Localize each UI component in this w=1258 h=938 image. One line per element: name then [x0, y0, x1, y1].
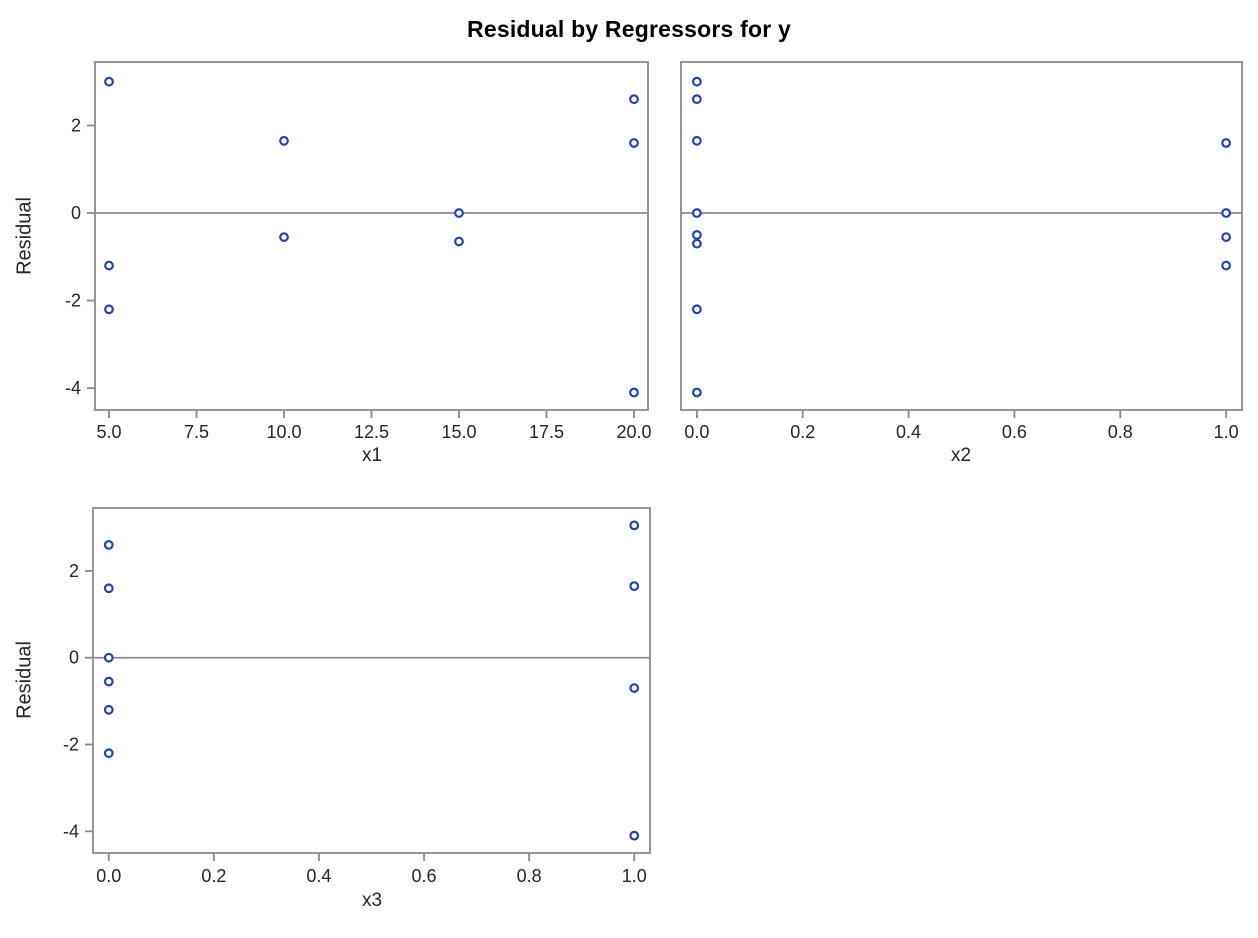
y-axis-label-bottom: Residual — [13, 641, 36, 719]
data-point — [691, 135, 702, 146]
x-tick-label: 7.5 — [184, 422, 209, 442]
x-tick-label: 0.6 — [412, 866, 437, 886]
x-tick-label: 1.0 — [622, 866, 647, 886]
data-point — [103, 583, 114, 594]
panel-x2: 0.0 0.2 0.4 0.6 0.8 1.0 — [680, 61, 1243, 442]
data-point — [691, 208, 702, 218]
x-tick-label: 5.0 — [96, 422, 121, 442]
data-point — [104, 76, 114, 87]
data-point — [629, 94, 639, 105]
data-point — [103, 676, 114, 687]
data-point — [103, 748, 114, 759]
x-tick-label: 0.4 — [306, 866, 331, 886]
data-point — [104, 260, 114, 271]
data-point — [279, 232, 289, 242]
data-point — [1221, 260, 1232, 271]
x-axis-label-x2: x2 — [950, 445, 972, 466]
data-point — [691, 238, 702, 249]
y-tick-label: -2 — [63, 735, 79, 755]
data-point — [691, 387, 702, 398]
y-tick-label: 2 — [69, 561, 79, 581]
data-point — [1221, 138, 1232, 148]
x-tick-label: 0.2 — [790, 422, 815, 442]
data-point — [454, 208, 464, 218]
data-point — [629, 387, 639, 398]
y-tick-label: -2 — [65, 291, 81, 311]
plot-border — [92, 507, 651, 854]
x-tick-label: 12.5 — [354, 422, 389, 442]
x-tick-label: 0.4 — [896, 422, 921, 442]
x-tick-label: 10.0 — [266, 422, 301, 442]
data-point — [103, 704, 114, 715]
x-tick-label: 0.0 — [96, 866, 121, 886]
x-axis-label-x1: x1 — [361, 445, 383, 466]
y-tick-label: -4 — [63, 821, 79, 841]
data-point — [103, 652, 114, 663]
panel-x3: 0.0 0.2 0.4 0.6 0.8 1.0 -4 -2 0 2 — [63, 507, 651, 886]
data-point — [691, 304, 702, 315]
y-tick-label: 0 — [69, 648, 79, 668]
data-point — [279, 135, 289, 146]
data-point — [691, 76, 702, 87]
x-tick-label: 15.0 — [441, 422, 476, 442]
data-point — [691, 230, 702, 240]
plot-border — [680, 61, 1243, 411]
data-point — [629, 138, 639, 148]
x-tick-label: 1.0 — [1214, 422, 1239, 442]
data-point — [629, 520, 640, 531]
data-point — [629, 683, 640, 693]
x-tick-label: 0.6 — [1002, 422, 1027, 442]
y-axis-label-top: Residual — [13, 197, 36, 275]
data-point — [1221, 208, 1232, 218]
panel-x1: 5.0 7.5 10.0 12.5 15.0 17.5 20.0 -4 -2 0 2 — [65, 61, 652, 442]
plot-border — [94, 61, 649, 411]
y-tick-label: -4 — [65, 378, 81, 398]
data-point — [104, 304, 114, 315]
data-point — [1221, 232, 1232, 242]
y-tick-label: 2 — [71, 115, 81, 135]
y-tick-label: 0 — [71, 203, 81, 223]
figure-title: Residual by Regressors for y — [467, 16, 791, 42]
x-axis-label-x3: x3 — [361, 890, 383, 911]
x-tick-label: 20.0 — [616, 422, 651, 442]
x-tick-label: 0.0 — [684, 422, 709, 442]
data-point — [691, 94, 702, 105]
x-tick-label: 0.8 — [1108, 422, 1133, 442]
x-tick-label: 0.2 — [201, 866, 226, 886]
data-point — [629, 830, 640, 841]
data-point — [103, 539, 114, 550]
data-point — [629, 581, 640, 592]
x-tick-label: 0.8 — [517, 866, 542, 886]
data-point — [454, 236, 464, 247]
x-tick-label: 17.5 — [529, 422, 564, 442]
